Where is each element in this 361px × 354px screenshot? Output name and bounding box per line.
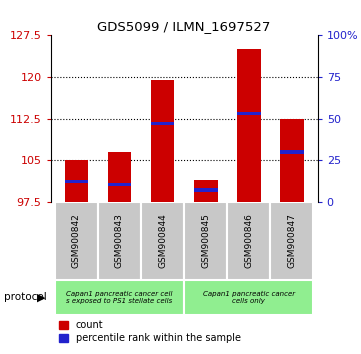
Bar xyxy=(55,202,98,280)
Text: GSM900847: GSM900847 xyxy=(287,213,296,268)
Bar xyxy=(237,49,261,202)
Bar xyxy=(55,280,184,315)
Text: protocol: protocol xyxy=(4,292,46,302)
Text: Capan1 pancreatic cancer cell
s exposed to PS1 stellate cells: Capan1 pancreatic cancer cell s exposed … xyxy=(66,291,173,304)
Bar xyxy=(98,202,141,280)
Bar xyxy=(65,160,88,202)
Text: GSM900844: GSM900844 xyxy=(158,213,167,268)
Bar xyxy=(194,188,217,192)
Bar xyxy=(108,152,131,202)
Bar xyxy=(270,202,313,280)
Bar xyxy=(280,150,304,154)
Text: Capan1 pancreatic cancer
cells only: Capan1 pancreatic cancer cells only xyxy=(203,291,295,304)
Legend: count, percentile rank within the sample: count, percentile rank within the sample xyxy=(55,316,245,347)
Bar xyxy=(194,179,218,202)
Bar xyxy=(237,112,261,115)
Title: GDS5099 / ILMN_1697527: GDS5099 / ILMN_1697527 xyxy=(97,20,271,33)
Text: GSM900845: GSM900845 xyxy=(201,213,210,268)
Bar xyxy=(227,202,270,280)
Bar xyxy=(108,183,131,186)
Bar xyxy=(184,202,227,280)
Bar xyxy=(151,80,174,202)
Text: GSM900843: GSM900843 xyxy=(115,213,124,268)
Bar xyxy=(184,280,313,315)
Bar xyxy=(65,180,88,183)
Bar xyxy=(280,119,304,202)
Text: ▶: ▶ xyxy=(37,292,46,302)
Text: GSM900842: GSM900842 xyxy=(72,213,81,268)
Bar xyxy=(141,202,184,280)
Text: GSM900846: GSM900846 xyxy=(244,213,253,268)
Bar xyxy=(151,122,174,125)
